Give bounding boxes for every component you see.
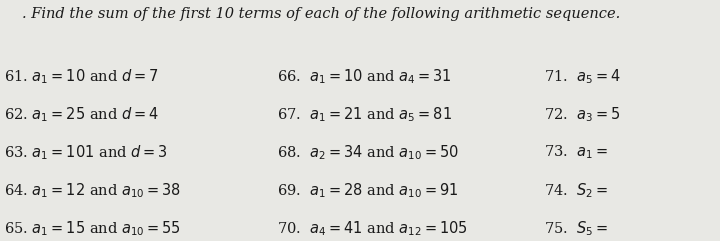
Text: 69.  $a_1 = 28$ and $a_{10} = 91$: 69. $a_1 = 28$ and $a_{10} = 91$ [277,182,459,201]
Text: 75.  $S_5 =$: 75. $S_5 =$ [544,220,608,239]
Text: 73.  $a_1 =$: 73. $a_1 =$ [544,144,608,161]
Text: 61. $a_1 = 10$ and $d = 7$: 61. $a_1 = 10$ and $d = 7$ [4,67,158,86]
Text: 65. $a_1 = 15$ and $a_{10} = 55$: 65. $a_1 = 15$ and $a_{10} = 55$ [4,220,181,239]
Text: 74.  $S_2 =$: 74. $S_2 =$ [544,182,608,201]
Text: . Find the sum of the first 10 terms of each of the following arithmetic sequenc: . Find the sum of the first 10 terms of … [22,7,620,21]
Text: 62. $a_1 = 25$ and $d = 4$: 62. $a_1 = 25$ and $d = 4$ [4,106,158,124]
Text: 71.  $a_5 = 4$: 71. $a_5 = 4$ [544,67,621,86]
Text: 64. $a_1 = 12$ and $a_{10} = 38$: 64. $a_1 = 12$ and $a_{10} = 38$ [4,182,181,201]
Text: 67.  $a_1 = 21$ and $a_5 = 81$: 67. $a_1 = 21$ and $a_5 = 81$ [277,106,452,124]
Text: 63. $a_1 = 101$ and $d = 3$: 63. $a_1 = 101$ and $d = 3$ [4,144,167,162]
Text: 66.  $a_1 = 10$ and $a_4 = 31$: 66. $a_1 = 10$ and $a_4 = 31$ [277,67,452,86]
Text: 72.  $a_3 = 5$: 72. $a_3 = 5$ [544,106,620,124]
Text: 68.  $a_2 = 34$ and $a_{10} = 50$: 68. $a_2 = 34$ and $a_{10} = 50$ [277,144,459,162]
Text: 70.  $a_4 = 41$ and $a_{12} = 105$: 70. $a_4 = 41$ and $a_{12} = 105$ [277,220,468,239]
